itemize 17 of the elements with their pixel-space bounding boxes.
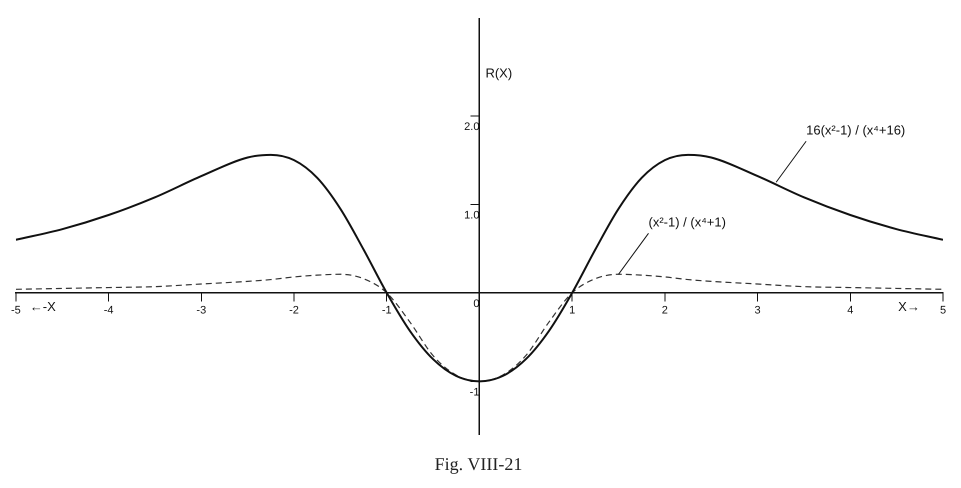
annotation: ←-X xyxy=(30,298,56,314)
x-tick-label: 4 xyxy=(847,304,854,316)
y-axis-title: R(X) xyxy=(485,66,512,81)
annotation: (x²-1) / (x⁴+1) xyxy=(648,214,726,230)
x-tick-label: 5 xyxy=(940,304,946,316)
x-tick-label: -2 xyxy=(289,304,299,316)
x-tick-label: -5 xyxy=(11,304,21,316)
x-tick-label: 2 xyxy=(662,304,668,316)
x-tick-label: 1 xyxy=(569,304,576,316)
x-tick-label: 3 xyxy=(754,304,761,316)
x-tick-label: -1 xyxy=(382,304,392,316)
x-tick-label: -4 xyxy=(104,304,114,316)
annotation: 16(x²-1) / (x⁴+16) xyxy=(806,122,906,138)
x-axis-title: X→ xyxy=(898,298,920,314)
y-tick-label: -1 xyxy=(470,386,480,398)
x-tick-label: -3 xyxy=(196,304,206,316)
text: Fig. VIII-21 xyxy=(434,454,522,474)
